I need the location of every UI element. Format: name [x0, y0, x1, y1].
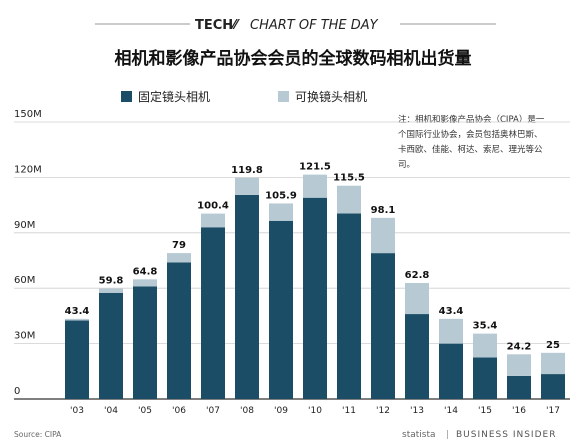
- bar-interchangeable-lens: [65, 318, 89, 321]
- x-tick-label: '15: [478, 406, 492, 416]
- y-tick-label: 0: [14, 386, 20, 397]
- bar-fixed-lens: [405, 314, 429, 399]
- y-tick-label: 90M: [14, 220, 35, 231]
- bar-total-label: 119.8: [231, 165, 263, 176]
- bar-total-label: 98.1: [371, 205, 396, 216]
- x-tick-label: '17: [546, 406, 560, 416]
- bar-total-label: 79: [172, 240, 186, 251]
- y-axis-ticks: 0 30M 60M 90M 120M 150M: [14, 109, 42, 397]
- x-tick-label: '14: [444, 406, 458, 416]
- bar-fixed-lens: [133, 286, 157, 399]
- x-tick-label: '04: [104, 406, 118, 416]
- bar-total-label: 121.5: [299, 162, 331, 173]
- bar-total-label: 35.4: [473, 321, 498, 332]
- footer-source: Source: CIPA: [14, 430, 62, 439]
- y-tick-label: 60M: [14, 275, 35, 286]
- y-tick-label: 120M: [14, 164, 42, 175]
- bar-total-label: 24.2: [507, 341, 532, 352]
- bar-interchangeable-lens: [269, 203, 293, 221]
- x-axis-ticks: '03 '04 '05 '06 '07 '08 '09 '10 '11 '12 '13 '14 '15 '…: [70, 406, 560, 416]
- note-block: 注：相机和影像产品协会（CIPA）是一 个国际行业协会，会员包括奥林巴斯、 卡西…: [398, 114, 545, 170]
- y-tick-label: 30M: [14, 331, 35, 342]
- bar-fixed-lens: [371, 253, 395, 399]
- legend-label-interchangeable-lens: 可换镜头相机: [295, 89, 367, 104]
- header-brand: TECH: [195, 18, 233, 33]
- x-tick-label: '11: [342, 406, 356, 416]
- bar-total-label: 105.9: [265, 190, 297, 201]
- bar-fixed-lens: [439, 343, 463, 399]
- legend-swatch-fixed-lens: [121, 91, 132, 102]
- bar-fixed-lens: [65, 320, 89, 399]
- bar-fixed-lens: [99, 292, 123, 399]
- bar-interchangeable-lens: [167, 253, 191, 263]
- note-line-1: 注：相机和影像产品协会（CIPA）是一: [398, 114, 545, 125]
- bar-total-label: 64.8: [133, 266, 158, 277]
- chart-title: 相机和影像产品协会会员的全球数码相机出货量: [115, 48, 472, 69]
- bars: [65, 174, 565, 399]
- footer-credit-separator: |: [446, 430, 449, 440]
- bar-interchangeable-lens: [337, 185, 361, 214]
- legend-label-fixed-lens: 固定镜头相机: [138, 89, 210, 104]
- bar-fixed-lens: [507, 375, 531, 399]
- x-tick-label: '13: [410, 406, 424, 416]
- bar-total-label: 59.8: [99, 276, 124, 287]
- bar-interchangeable-lens: [99, 288, 123, 293]
- x-tick-label: '16: [512, 406, 526, 416]
- bar-total-label: 43.4: [65, 306, 90, 317]
- bar-interchangeable-lens: [439, 318, 463, 344]
- header-brand-suffix: CHART OF THE DAY: [250, 18, 379, 33]
- bar-total-label: 43.4: [439, 306, 464, 317]
- bar-fixed-lens: [303, 197, 327, 399]
- footer-credit-statista: statista: [402, 430, 436, 440]
- note-line-4: 司。: [398, 160, 415, 170]
- x-tick-label: '08: [240, 406, 254, 416]
- bar-interchangeable-lens: [541, 352, 565, 375]
- note-line-2: 个国际行业协会，会员包括奥林巴斯、: [398, 129, 543, 140]
- bar-total-label: 100.4: [197, 201, 229, 212]
- bar-interchangeable-lens: [133, 279, 157, 287]
- bar-fixed-lens: [337, 213, 361, 399]
- bar-fixed-lens: [167, 262, 191, 399]
- x-tick-label: '12: [376, 406, 390, 416]
- bar-interchangeable-lens: [507, 354, 531, 376]
- x-tick-label: '03: [70, 406, 84, 416]
- x-tick-label: '06: [172, 406, 186, 416]
- bar-total-label: 115.5: [333, 173, 365, 184]
- bar-fixed-lens: [201, 227, 225, 399]
- bar-interchangeable-lens: [303, 174, 327, 198]
- header-brand-mark: ⁄⁄: [230, 18, 240, 33]
- x-tick-label: '10: [308, 406, 322, 416]
- footer-credit-business-insider: BUSINESS INSIDER: [456, 430, 556, 440]
- bar-fixed-lens: [269, 220, 293, 399]
- note-line-3: 卡西欧、佳能、柯达、索尼、理光等公: [398, 144, 543, 155]
- bar-fixed-lens: [235, 194, 259, 399]
- bar-interchangeable-lens: [201, 213, 225, 228]
- legend-swatch-interchangeable-lens: [278, 91, 289, 102]
- x-tick-label: '07: [206, 406, 220, 416]
- bar-fixed-lens: [541, 374, 565, 399]
- bar-interchangeable-lens: [405, 283, 429, 315]
- y-tick-label: 150M: [14, 109, 42, 120]
- bar-interchangeable-lens: [371, 217, 395, 254]
- bar-interchangeable-lens: [235, 177, 259, 195]
- bar-fixed-lens: [473, 357, 497, 399]
- x-tick-label: '09: [274, 406, 288, 416]
- bar-total-label: 62.8: [405, 270, 430, 281]
- x-tick-label: '05: [138, 406, 152, 416]
- bar-total-label: 25: [546, 340, 560, 351]
- bar-interchangeable-lens: [473, 333, 497, 358]
